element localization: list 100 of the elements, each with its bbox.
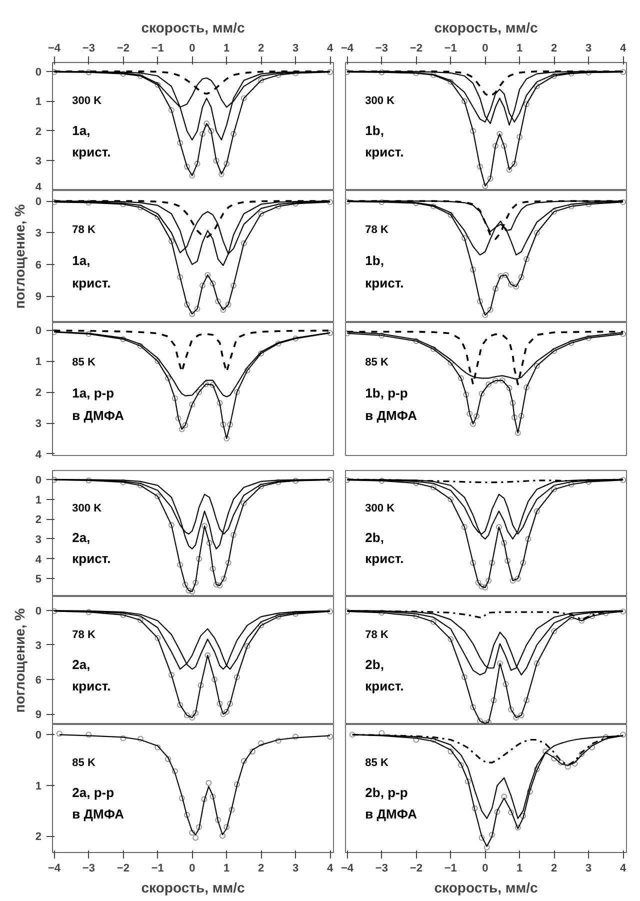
annotation: 1a, — [72, 122, 90, 138]
x-tick-label: −2 — [116, 42, 130, 54]
y-tick-label: 0 — [35, 474, 42, 486]
y-tick-label: 3 — [35, 534, 42, 546]
x-tick-label: 4 — [326, 42, 334, 54]
annotation: крист. — [72, 678, 111, 694]
annotation: 1b, р-р — [365, 385, 408, 400]
x-tick-label: −2 — [116, 862, 130, 874]
y-tick-label: 5 — [35, 574, 42, 586]
annotation: 85 K — [72, 356, 96, 368]
y-tick-label: 6 — [35, 674, 42, 687]
x-tick-label: −3 — [82, 862, 95, 874]
y-tick-label: 3 — [35, 418, 42, 430]
annotation: 2b, — [365, 530, 384, 545]
x-tick-label: 2 — [551, 42, 558, 54]
y-tick-label: 9 — [35, 291, 42, 304]
x-tick-label: −3 — [82, 42, 95, 54]
x-tick-label: 4 — [326, 862, 334, 874]
y-tick-label: 4 — [35, 448, 42, 461]
y-tick-label: 2 — [35, 126, 42, 138]
x-axis-title: скорость, мм/с — [434, 20, 538, 36]
annotation: 2b, — [365, 656, 384, 672]
annotation: 78 K — [365, 224, 388, 236]
y-tick-label: 1 — [35, 780, 42, 792]
annotation: 85 K — [365, 356, 388, 368]
x-tick-label: 0 — [189, 42, 196, 54]
annotation: крист. — [365, 144, 404, 160]
annotation: 2b, р-р — [365, 784, 408, 800]
x-tick-label: 0 — [189, 862, 196, 874]
annotation: в ДМФА — [72, 806, 125, 822]
annotation: в ДМФА — [365, 408, 418, 424]
y-tick-label: 2 — [35, 514, 42, 526]
x-tick-label: 3 — [292, 862, 299, 874]
annotation: 78 K — [72, 628, 96, 641]
annotation: крист. — [365, 275, 404, 290]
x-tick-label: 2 — [258, 862, 264, 874]
x-tick-label: 3 — [292, 42, 299, 54]
y-axis-title: поглощение, % — [11, 608, 28, 713]
x-tick-label: 1 — [224, 42, 230, 54]
x-tick-label: −1 — [151, 42, 164, 54]
annotation: крист. — [72, 275, 111, 290]
annotation: 300 K — [72, 502, 102, 514]
y-tick-label: 0 — [35, 196, 42, 208]
annotation: 1b, — [365, 122, 384, 138]
x-tick-label: −4 — [340, 862, 354, 874]
x-tick-label: 3 — [586, 42, 592, 54]
annotation: 2a, р-р — [72, 784, 114, 800]
y-tick-label: 3 — [35, 228, 42, 240]
x-tick-label: 4 — [620, 42, 627, 54]
x-tick-label: 0 — [482, 42, 488, 54]
y-tick-label: 6 — [35, 259, 42, 272]
x-tick-label: −4 — [48, 862, 62, 874]
x-tick-label: 2 — [551, 862, 558, 874]
x-tick-label: 0 — [482, 862, 488, 874]
annotation: крист. — [72, 551, 111, 566]
annotation: 78 K — [72, 224, 96, 236]
annotation: 85 K — [365, 756, 388, 769]
annotation: 2a, — [72, 656, 90, 672]
y-tick-label: 2 — [35, 831, 42, 844]
x-axis-title: скорость, мм/с — [434, 880, 538, 896]
x-tick-label: 1 — [224, 862, 230, 874]
x-tick-label: 1 — [516, 862, 523, 874]
x-tick-label: −3 — [375, 862, 388, 874]
y-tick-label: 3 — [35, 156, 42, 168]
x-tick-label: −1 — [151, 862, 164, 874]
x-tick-label: −4 — [48, 42, 62, 54]
y-tick-label: 0 — [35, 325, 42, 338]
y-axis-title: поглощение, % — [11, 204, 28, 309]
annotation: 300 K — [72, 94, 102, 107]
annotation: крист. — [365, 678, 404, 694]
annotation: 78 K — [365, 628, 388, 641]
y-tick-label: 1 — [35, 356, 42, 368]
y-tick-label: 4 — [35, 554, 42, 566]
annotation: в ДМФА — [365, 806, 418, 822]
y-tick-label: 1 — [35, 96, 42, 108]
annotation: 300 K — [365, 94, 395, 107]
annotation: в ДМФА — [72, 408, 125, 424]
x-tick-label: 1 — [516, 42, 523, 54]
x-tick-label: −4 — [340, 42, 354, 54]
x-tick-label: −2 — [410, 42, 422, 54]
y-tick-label: 3 — [35, 640, 42, 652]
x-tick-label: 3 — [586, 862, 592, 874]
annotation: 1b, — [365, 252, 384, 268]
annotation: крист. — [72, 144, 111, 160]
annotation: 1a, — [72, 252, 90, 268]
y-tick-label: 0 — [35, 66, 42, 78]
y-tick-label: 2 — [35, 387, 42, 400]
annotation: 1a, р-р — [72, 385, 114, 400]
x-tick-label: −1 — [444, 42, 457, 54]
annotation: 300 K — [365, 502, 395, 514]
x-axis-title: скорость, мм/с — [141, 20, 245, 36]
x-tick-label: −3 — [375, 42, 388, 54]
annotation: 2a, — [72, 530, 90, 545]
x-tick-label: −2 — [410, 862, 422, 874]
y-tick-label: 1 — [35, 494, 42, 506]
x-axis-title: скорость, мм/с — [141, 880, 245, 896]
annotation: крист. — [365, 551, 404, 566]
annotation: 85 K — [72, 756, 96, 769]
x-tick-label: 4 — [620, 862, 627, 874]
x-tick-label: 2 — [258, 42, 264, 54]
